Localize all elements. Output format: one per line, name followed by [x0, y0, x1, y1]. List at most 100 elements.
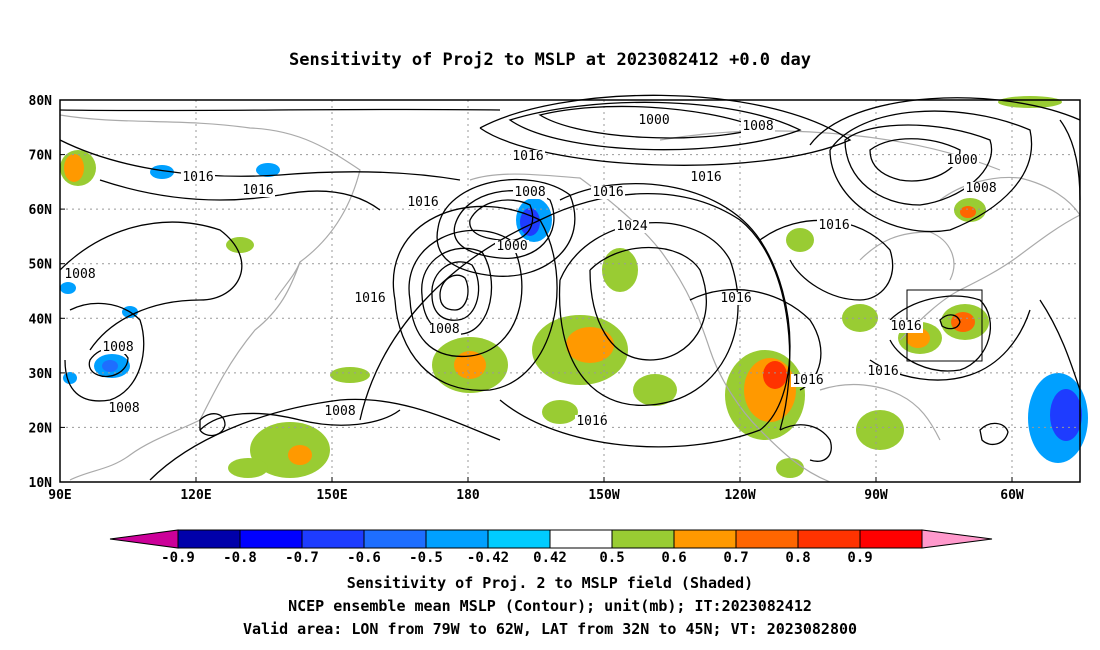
contour-labels: 1000 1008 1016 1016 1016 1016 1008 1016 1016 1000… — [63, 113, 998, 429]
contour-label-bg — [181, 171, 215, 184]
shade-negative — [256, 163, 280, 177]
contour-line — [829, 110, 1033, 233]
axis-labels: 90E 120E 150E 180 150W 120W 90W 60W 80N 70N 60N 50N… — [29, 94, 1024, 503]
contour-label-bg — [889, 320, 923, 333]
contour-label: 1016 — [890, 319, 921, 334]
colorbar-label: 0.7 — [723, 550, 748, 566]
lat-tick-label: 50N — [29, 258, 53, 273]
contour-label: 1008 — [324, 404, 355, 419]
coastline-alaska — [469, 173, 831, 483]
shade-positive — [454, 351, 486, 379]
contour-label: 1016 — [720, 291, 751, 306]
shade-negative — [60, 282, 76, 294]
contour-label-bg — [241, 184, 275, 197]
shade-positive — [330, 367, 370, 383]
contour-label: 1016 — [792, 373, 823, 388]
shade-negative — [150, 165, 174, 179]
shade-positive — [226, 237, 254, 253]
lon-tick-label: 150W — [588, 488, 619, 503]
contour-line — [979, 422, 1009, 446]
contour-line — [392, 205, 558, 391]
colorbar-box — [301, 529, 365, 549]
caption-shaded: Sensitivity of Proj. 2 to MSLP field (Sh… — [346, 574, 754, 592]
colorbar-box — [363, 529, 427, 549]
contour-label: 1016 — [592, 185, 623, 200]
colorbar-label: -0.5 — [409, 550, 443, 566]
contour-label-bg — [637, 114, 671, 127]
colorbar-box — [239, 529, 303, 549]
contour-label-bg — [719, 292, 753, 305]
coastline-japan — [274, 261, 301, 301]
lat-tick-label: 60N — [29, 203, 53, 218]
colorbar-arrow-left — [109, 529, 179, 549]
colorbar-box — [673, 529, 737, 549]
contour-label: 1016 — [182, 170, 213, 185]
contour-label: 1008 — [428, 322, 459, 337]
contour-label-bg — [353, 292, 387, 305]
sensitivity-shading — [60, 96, 1088, 478]
shade-positive — [228, 458, 268, 478]
shade-positive — [998, 96, 1062, 108]
contour-line — [149, 398, 501, 481]
lon-tick-label: 120E — [180, 488, 211, 503]
contour-line — [779, 424, 832, 462]
contour-label-bg — [406, 196, 440, 209]
colorbar-arrow-right — [921, 529, 993, 549]
lon-tick-label: 90W — [864, 488, 888, 503]
contour-line — [59, 108, 501, 112]
colorbar-label: 0.9 — [847, 550, 872, 566]
lat-tick-label: 40N — [29, 312, 53, 327]
contour-line — [844, 124, 993, 206]
shade-negative — [1050, 389, 1082, 441]
shade-positive — [856, 410, 904, 450]
contour-line — [199, 413, 226, 437]
shade-positive — [786, 228, 814, 252]
coastline-arctic — [659, 130, 1001, 171]
shade-negative — [102, 360, 118, 372]
contour-label: 1000 — [496, 239, 527, 254]
colorbar-box — [177, 529, 241, 549]
contour-label: 1008 — [108, 401, 139, 416]
contour-label: 1016 — [867, 364, 898, 379]
contour-label-bg — [689, 171, 723, 184]
chart-title: Sensitivity of Proj2 to MSLP at 20230824… — [289, 50, 811, 70]
contour-line — [59, 221, 243, 351]
shade-negative — [520, 208, 540, 236]
contour-label-bg — [511, 150, 545, 163]
contour-label: 1016 — [242, 183, 273, 198]
colorbar-box — [735, 529, 799, 549]
contour-label-bg — [427, 323, 461, 336]
contour-label: 1024 — [616, 219, 647, 234]
coastline-greenland — [939, 176, 1081, 216]
colorbar-label: 0.8 — [785, 550, 810, 566]
contour-label: 1000 — [946, 153, 977, 168]
colorbar-label: -0.8 — [223, 550, 257, 566]
colorbar-box — [549, 529, 613, 549]
contour-line — [869, 138, 961, 182]
colorbar-label: -0.7 — [285, 550, 319, 566]
lat-tick-label: 30N — [29, 367, 53, 382]
lat-tick-label: 80N — [29, 94, 53, 109]
contour-line — [889, 295, 992, 372]
contour-line — [359, 192, 791, 431]
contour-label: 1008 — [102, 340, 133, 355]
contour-line — [1039, 299, 1081, 391]
contour-line — [436, 178, 576, 277]
contour-line — [939, 314, 961, 330]
colorbar-box — [611, 529, 675, 549]
lon-tick-label: 90E — [48, 488, 71, 503]
contour-label: 1016 — [512, 149, 543, 164]
lon-tick-label: 60W — [1000, 488, 1024, 503]
lon-tick-label: 120W — [724, 488, 755, 503]
colorbar-label: 0.5 — [599, 550, 624, 566]
map-frame — [59, 99, 1081, 483]
shade-positive — [763, 361, 787, 389]
contour-label-bg — [817, 219, 851, 232]
contour-line — [453, 190, 555, 259]
contour-label-bg — [323, 405, 357, 418]
contour-label: 1016 — [690, 170, 721, 185]
contour-line — [809, 97, 1081, 146]
contour-label: 1008 — [965, 181, 996, 196]
colorbar-label: 0.6 — [661, 550, 686, 566]
coastline-asia — [59, 114, 361, 481]
